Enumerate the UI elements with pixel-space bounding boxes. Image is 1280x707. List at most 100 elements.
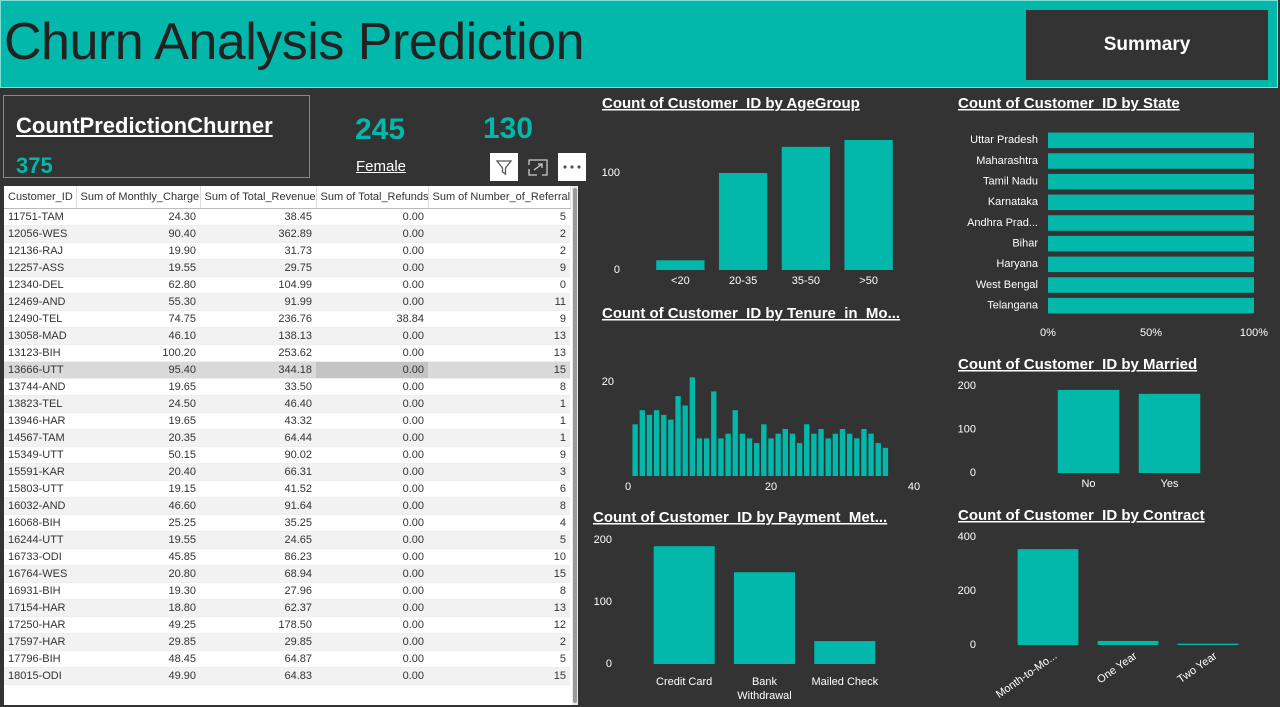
table-cell: 9 xyxy=(428,310,570,328)
table-row: 16764-WES 20.80 68.94 0.00 15 xyxy=(4,565,570,583)
table-cell: 15591-KAR xyxy=(4,463,76,481)
table-cell: 0.00 xyxy=(316,293,428,311)
table-cell: 178.50 xyxy=(200,616,316,634)
dot xyxy=(577,165,581,169)
table-cell: 13 xyxy=(428,344,570,362)
table-row: 16733-ODI 45.85 86.23 0.00 10 xyxy=(4,548,570,566)
bar xyxy=(832,433,839,476)
table-cell: 18015-ODI xyxy=(4,667,76,685)
table-row: 12056-WES 90.40 362.89 0.00 2 xyxy=(4,225,570,243)
dot xyxy=(570,165,574,169)
table-cell: 17796-BIH xyxy=(4,650,76,668)
bar xyxy=(1048,215,1254,231)
table-cell: 12136-RAJ xyxy=(4,242,76,260)
bar xyxy=(811,433,817,476)
chart-title: Count of Customer_ID by Contract xyxy=(958,507,1205,524)
table-cell: 344.18 xyxy=(200,361,316,379)
summary-button[interactable]: Summary xyxy=(1026,10,1268,80)
table-cell: 74.75 xyxy=(76,310,200,328)
table-cell: 13058-MAD xyxy=(4,327,76,345)
kpi-label: CountPredictionChurner xyxy=(16,113,273,138)
x-tick-label: 35-50 xyxy=(792,275,820,287)
table-cell: 50.15 xyxy=(76,446,200,464)
bar xyxy=(814,641,876,664)
table-row: 12340-DEL 62.80 104.99 0.00 0 xyxy=(4,276,570,294)
table-cell: 5 xyxy=(428,208,570,226)
bar xyxy=(796,443,803,476)
table-cell: 12490-TEL xyxy=(4,310,76,328)
filter-icon[interactable] xyxy=(490,153,518,181)
table-cell: 46.60 xyxy=(76,497,200,515)
table-row: 17597-HAR 29.85 29.85 0.00 2 xyxy=(4,633,570,651)
x-tick-label: Bank Withdrawal xyxy=(737,676,791,702)
table-cell: 86.23 xyxy=(200,548,316,566)
table-row: 13744-AND 19.65 33.50 0.00 8 xyxy=(4,378,570,396)
table-cell: 0.00 xyxy=(316,582,428,600)
table-cell: 64.83 xyxy=(200,667,316,685)
table-cell: 12056-WES xyxy=(4,225,76,243)
x-tick-label: No xyxy=(1081,478,1095,490)
bar xyxy=(882,447,889,476)
bar xyxy=(875,443,881,476)
bar xyxy=(661,414,667,476)
table-cell: 91.99 xyxy=(200,293,316,311)
table-cell: 17250-HAR xyxy=(4,616,76,634)
table-cell: 1 xyxy=(428,412,570,430)
table-cell: 0.00 xyxy=(316,514,428,532)
table-cell: 49.90 xyxy=(76,667,200,685)
table-cell: 0.00 xyxy=(316,276,428,294)
bar xyxy=(632,424,638,476)
table-cell: 9 xyxy=(428,446,570,464)
y-tick-label: Bihar xyxy=(1012,238,1038,250)
x-tick-label: <20 xyxy=(671,275,690,287)
table-cell: 236.76 xyxy=(200,310,316,328)
table-cell: 253.62 xyxy=(200,344,316,362)
table-cell: 90.02 xyxy=(200,446,316,464)
table-cell: 16244-UTT xyxy=(4,531,76,549)
table-cell: 0.00 xyxy=(316,208,428,226)
table-row: 13823-TEL 24.50 46.40 0.00 1 xyxy=(4,395,570,413)
table-cell: 25.25 xyxy=(76,514,200,532)
bar xyxy=(846,433,853,476)
visual-toolbar xyxy=(490,153,586,181)
column-header: Sum of Total_Refunds xyxy=(316,186,429,209)
table-cell: 20.40 xyxy=(76,463,200,481)
table-row: 16032-AND 46.60 91.64 0.00 8 xyxy=(4,497,570,515)
table-cell: 0.00 xyxy=(316,446,428,464)
table-cell: 12340-DEL xyxy=(4,276,76,294)
bar xyxy=(768,438,774,476)
x-tick-label: 40 xyxy=(908,481,920,493)
table-cell: 12469-AND xyxy=(4,293,76,311)
y-tick-label: Telangana xyxy=(987,300,1039,312)
table-cell: 24.65 xyxy=(200,531,316,549)
table-cell: 0.00 xyxy=(316,599,428,617)
male-count: 130 xyxy=(483,112,534,145)
x-tick-label: 20-35 xyxy=(729,275,757,287)
table-cell: 31.73 xyxy=(200,242,316,260)
table-cell: 138.13 xyxy=(200,327,316,345)
table-cell: 14567-TAM xyxy=(4,429,76,447)
table-cell: 2 xyxy=(428,633,570,651)
bar xyxy=(839,429,846,476)
table-cell: 0.00 xyxy=(316,463,428,481)
table-cell: 35.25 xyxy=(200,514,316,532)
y-tick-label: 100 xyxy=(602,167,620,179)
table-cell: 100.20 xyxy=(76,344,200,362)
dot xyxy=(563,165,567,169)
y-tick-label: 200 xyxy=(958,585,976,597)
bar xyxy=(825,438,831,476)
focus-glyph xyxy=(528,159,548,176)
table-cell: 6 xyxy=(428,480,570,498)
table-row: 12136-RAJ 19.90 31.73 0.00 2 xyxy=(4,242,570,260)
scroll-thumb[interactable] xyxy=(573,188,577,703)
kpi-value: 375 xyxy=(16,153,53,178)
table-cell: 20.80 xyxy=(76,565,200,583)
table-cell: 16032-AND xyxy=(4,497,76,515)
y-tick-label: 0 xyxy=(606,658,612,670)
column-header: Sum of Number_of_Referrals xyxy=(428,186,571,209)
table-cell: 29.85 xyxy=(76,633,200,651)
bar xyxy=(733,572,796,664)
bar xyxy=(718,438,724,476)
table-row: 17154-HAR 18.80 62.37 0.00 13 xyxy=(4,599,570,617)
